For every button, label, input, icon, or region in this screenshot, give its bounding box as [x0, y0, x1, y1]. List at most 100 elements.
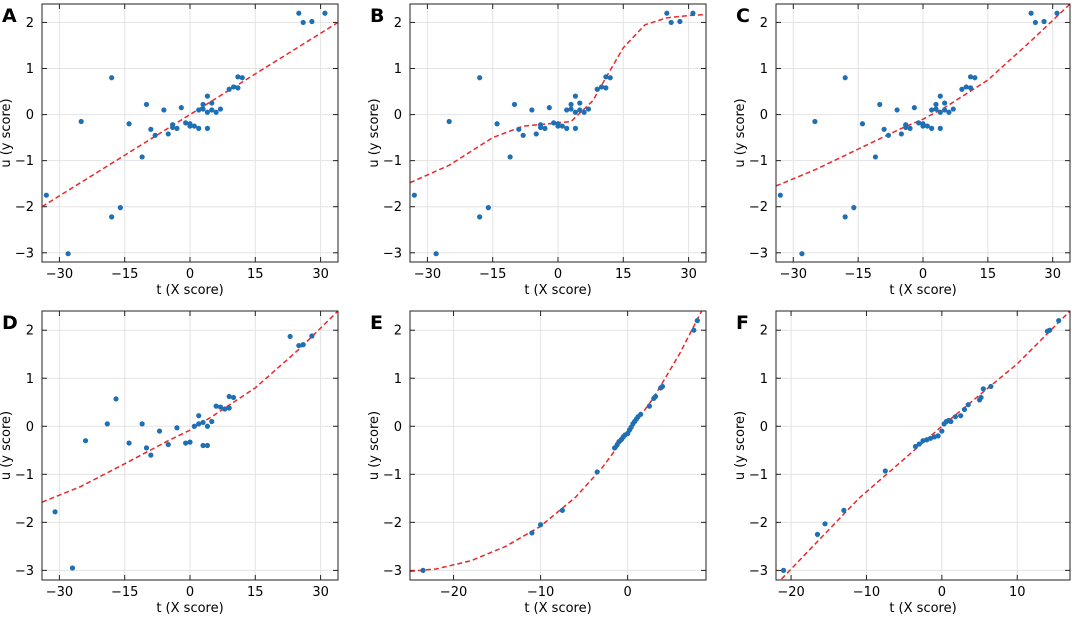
data-point	[296, 10, 302, 16]
x-tick-label: −20	[777, 585, 804, 600]
data-point	[143, 101, 150, 108]
data-point	[533, 131, 539, 137]
x-tick-label: 30	[312, 267, 329, 282]
plot-frame	[775, 310, 1071, 581]
data-point	[226, 405, 232, 411]
data-point	[551, 120, 557, 126]
data-point	[204, 125, 211, 131]
data-point	[187, 439, 193, 445]
panel-a: −30 −15 0 15 30 −3 −2 −1 0 1 2 t (X score) u (y scor…	[0, 3, 339, 298]
data-point	[200, 101, 206, 108]
y-tick-label: 0	[26, 108, 34, 123]
data-point	[885, 132, 892, 138]
data-point	[152, 132, 158, 138]
data-point	[907, 125, 913, 131]
y-tick-label: −3	[15, 564, 34, 579]
data-point	[239, 75, 245, 81]
data-point	[572, 109, 579, 115]
data-point	[113, 396, 119, 402]
y-tick-label: 2	[394, 324, 402, 339]
data-point	[226, 86, 232, 92]
x-tick-label: 15	[980, 267, 997, 282]
y-tick-label: −1	[383, 154, 402, 169]
data-point	[446, 118, 452, 125]
x-tick-label: −30	[46, 585, 73, 600]
data-point	[477, 75, 483, 81]
data-point	[200, 419, 206, 426]
y-tick-label: 1	[26, 372, 34, 387]
data-point	[937, 125, 943, 131]
data-point	[946, 109, 952, 115]
data-point	[594, 86, 600, 92]
y-tick-label: 0	[26, 420, 34, 435]
data-point	[694, 318, 700, 324]
data-point	[559, 507, 565, 513]
data-point	[814, 531, 821, 537]
data-point	[204, 423, 211, 429]
y-tick-label: −1	[15, 468, 34, 483]
data-point	[961, 406, 968, 413]
fit-line	[410, 311, 703, 573]
data-point	[537, 522, 544, 528]
data-point	[972, 75, 978, 81]
fit-line	[779, 311, 1070, 580]
data-point	[165, 131, 171, 137]
plot-frame	[775, 3, 1071, 263]
x-tick-label: −10	[853, 585, 880, 600]
y-tick-label: −2	[383, 200, 402, 215]
data-point	[126, 440, 132, 446]
data-point	[213, 403, 219, 409]
x-tick-label: −15	[479, 267, 506, 282]
data-point	[668, 19, 674, 26]
data-point	[950, 106, 956, 112]
data-point	[659, 383, 666, 390]
data-point	[581, 109, 587, 115]
y-tick-label: −1	[749, 154, 768, 169]
y-tick-label: 2	[394, 16, 402, 31]
data-point	[937, 109, 943, 115]
y-axis-label: u (y score)	[733, 98, 748, 167]
data-point	[494, 121, 500, 127]
data-point	[477, 214, 483, 220]
data-point	[564, 107, 570, 113]
data-point	[309, 333, 315, 339]
data-point	[235, 85, 241, 91]
y-tick-label: 0	[394, 420, 402, 435]
plot-frame	[409, 310, 707, 581]
data-point	[183, 440, 189, 446]
data-point	[585, 106, 592, 112]
y-tick-label: −2	[749, 516, 768, 531]
data-point	[568, 106, 574, 112]
y-tick-label: −3	[15, 246, 34, 261]
data-point	[924, 123, 930, 129]
data-point	[594, 469, 600, 475]
panel-letter: D	[2, 312, 18, 334]
data-point	[204, 442, 211, 449]
data-point	[183, 120, 189, 126]
x-tick-label: 0	[554, 267, 562, 282]
data-point	[235, 74, 241, 80]
data-point	[204, 93, 211, 99]
data-point	[912, 443, 919, 450]
data-point	[898, 131, 904, 137]
data-point	[958, 413, 964, 419]
data-point	[859, 121, 866, 127]
y-tick-label: 2	[760, 324, 768, 339]
panel-letter: E	[370, 312, 383, 334]
x-tick-label: −30	[46, 267, 73, 282]
y-axis-label: u (y score)	[367, 411, 382, 480]
data-point	[882, 468, 888, 474]
data-point	[309, 18, 315, 25]
data-point	[300, 19, 306, 26]
data-point	[933, 106, 939, 112]
data-point	[978, 394, 984, 401]
y-tick-label: −3	[383, 564, 402, 579]
data-point	[959, 86, 965, 92]
y-tick-label: −1	[383, 468, 402, 483]
data-point	[559, 123, 565, 129]
data-point	[204, 109, 211, 115]
data-point	[1047, 327, 1053, 333]
data-point	[920, 123, 926, 129]
y-tick-label: 1	[26, 62, 34, 77]
